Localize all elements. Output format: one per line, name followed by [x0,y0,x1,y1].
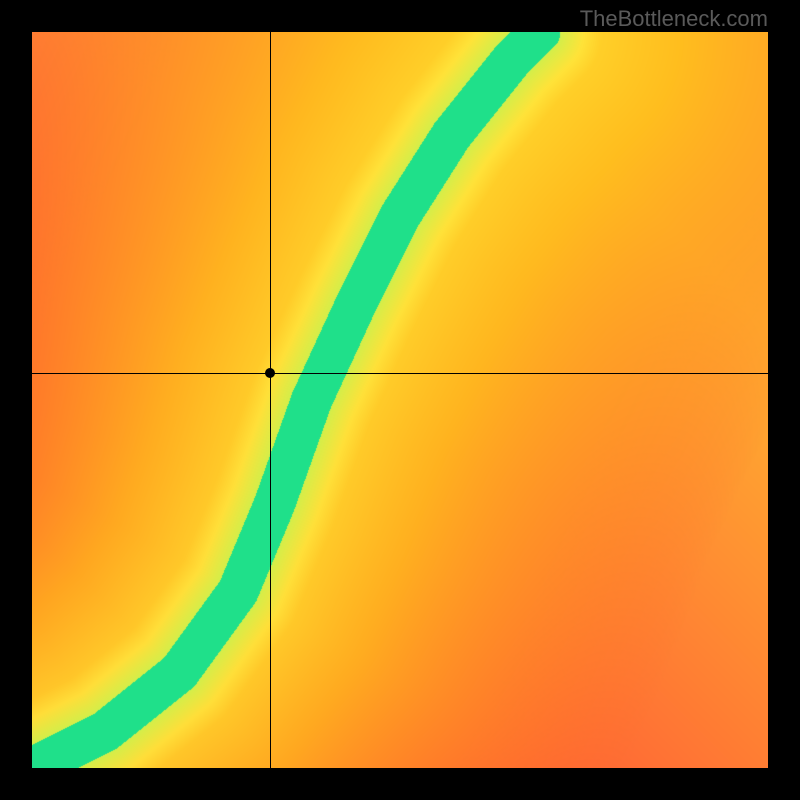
crosshair-horizontal [32,373,768,374]
selection-marker [265,368,275,378]
bottleneck-heatmap [32,32,768,768]
crosshair-vertical [270,32,271,768]
watermark-text: TheBottleneck.com [580,6,768,32]
heatmap-canvas [32,32,768,768]
